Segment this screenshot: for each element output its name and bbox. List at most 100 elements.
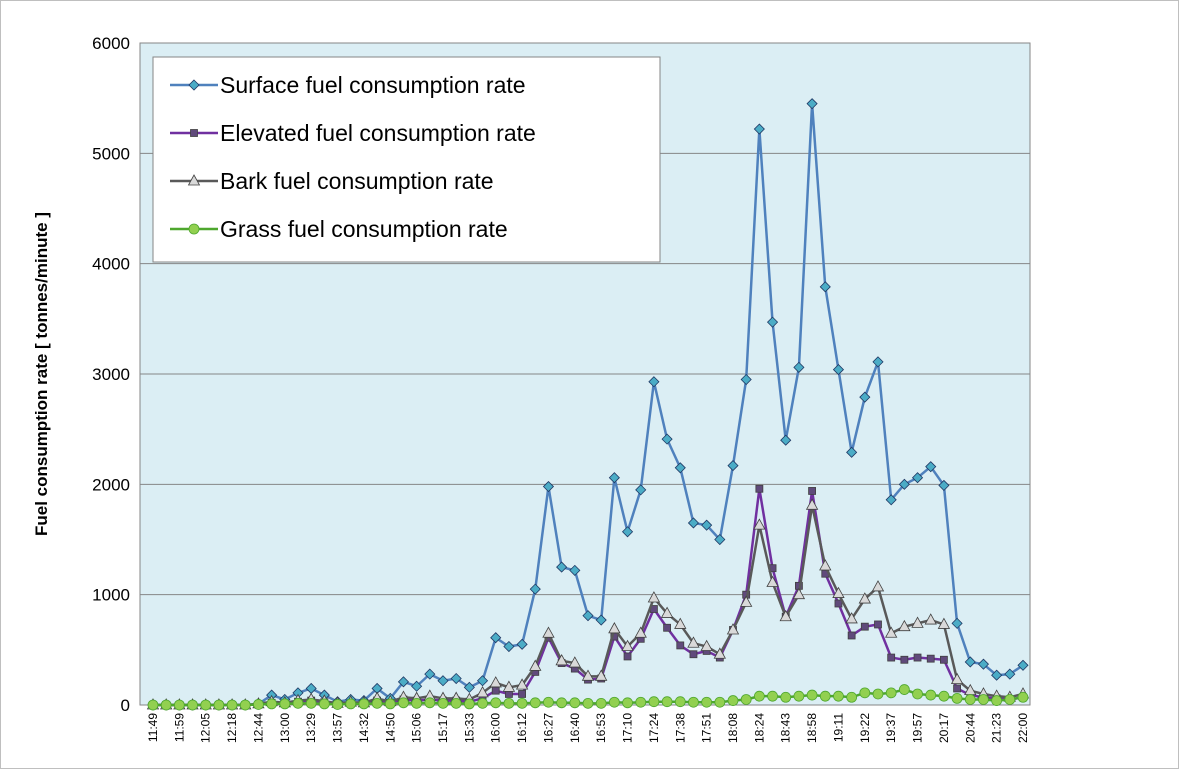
- point: [938, 479, 950, 492]
- point: [424, 668, 436, 680]
- point: [833, 690, 844, 702]
- point: [859, 687, 871, 699]
- point: [515, 678, 529, 690]
- point: [305, 697, 317, 709]
- point: [188, 79, 200, 91]
- point: [582, 610, 594, 622]
- point: [689, 650, 698, 659]
- point: [661, 433, 673, 445]
- point: [569, 564, 581, 576]
- x-tick-label: 17:51: [700, 713, 714, 743]
- point: [924, 613, 937, 625]
- point: [925, 689, 937, 701]
- point: [951, 617, 963, 629]
- point: [808, 487, 816, 495]
- point: [727, 695, 739, 706]
- point: [845, 612, 858, 624]
- point: [911, 472, 924, 484]
- x-tick-label: 18:58: [805, 713, 819, 743]
- x-tick-label: 20:17: [937, 713, 951, 743]
- point: [635, 696, 647, 708]
- x-tick-label: 16:53: [594, 713, 608, 743]
- point: [701, 519, 713, 531]
- point: [160, 699, 172, 711]
- point: [634, 626, 647, 638]
- point: [780, 691, 792, 703]
- point: [345, 698, 357, 710]
- point: [542, 626, 555, 638]
- point: [147, 699, 159, 711]
- point: [806, 98, 818, 110]
- point: [846, 446, 858, 458]
- y-axis-label: Fuel consumption rate [ tonnes/minute ]: [32, 212, 51, 536]
- x-tick-label: 16:12: [515, 713, 529, 743]
- x-tick-label: 11:59: [172, 713, 186, 742]
- point: [648, 376, 660, 388]
- point: [780, 434, 792, 446]
- point: [832, 364, 845, 376]
- x-tick-label: 16:00: [489, 713, 503, 743]
- x-tick-label: 15:06: [410, 713, 424, 743]
- point: [187, 174, 201, 186]
- point: [266, 698, 278, 710]
- x-tick-label: 14:32: [357, 713, 371, 743]
- point: [912, 688, 923, 700]
- point: [766, 575, 779, 587]
- point: [200, 699, 212, 711]
- point: [913, 653, 922, 662]
- point: [371, 697, 383, 709]
- point: [938, 690, 950, 702]
- point: [621, 639, 634, 651]
- legend-label: Bark fuel consumption rate: [220, 168, 494, 194]
- x-tick-label: 13:00: [278, 713, 292, 743]
- point: [950, 672, 964, 685]
- point: [676, 641, 685, 650]
- point: [661, 696, 673, 708]
- point: [887, 653, 896, 662]
- point: [279, 698, 291, 710]
- point: [647, 591, 661, 603]
- point: [542, 480, 555, 493]
- point: [688, 696, 699, 708]
- point: [701, 696, 713, 708]
- point: [1017, 659, 1029, 671]
- point: [978, 694, 989, 705]
- legend-box: [152, 56, 661, 263]
- x-tick-label: 11:49: [146, 713, 160, 742]
- y-tick-label: 2000: [92, 475, 130, 494]
- point: [318, 698, 330, 710]
- point: [516, 697, 528, 709]
- point: [1004, 668, 1016, 680]
- point: [898, 619, 911, 632]
- point: [753, 518, 766, 530]
- point: [411, 680, 423, 692]
- series: [147, 684, 1029, 711]
- legend-label: Grass fuel consumption rate: [220, 216, 508, 242]
- point: [648, 696, 660, 708]
- y-tick-label: 6000: [92, 34, 130, 53]
- point: [660, 606, 674, 618]
- point: [900, 655, 909, 664]
- point: [874, 620, 882, 629]
- point: [819, 690, 831, 702]
- point: [832, 586, 845, 598]
- y-tick-label: 5000: [92, 144, 130, 163]
- point: [793, 361, 805, 373]
- point: [964, 694, 976, 705]
- x-tick-label: 13:57: [331, 713, 345, 743]
- point: [806, 689, 818, 701]
- point: [490, 697, 502, 709]
- x-tick-label: 13:29: [304, 713, 318, 743]
- x-tick-label: 18:08: [726, 713, 740, 743]
- point: [595, 669, 608, 681]
- point: [437, 697, 449, 709]
- point: [847, 631, 856, 640]
- point: [726, 623, 740, 635]
- x-tick-label: 18:24: [752, 713, 766, 743]
- point: [608, 622, 621, 634]
- point: [489, 676, 502, 688]
- y-tick-label: 1000: [92, 586, 130, 605]
- point: [926, 654, 935, 663]
- x-tick-label: 18:43: [779, 713, 793, 743]
- point: [872, 356, 884, 368]
